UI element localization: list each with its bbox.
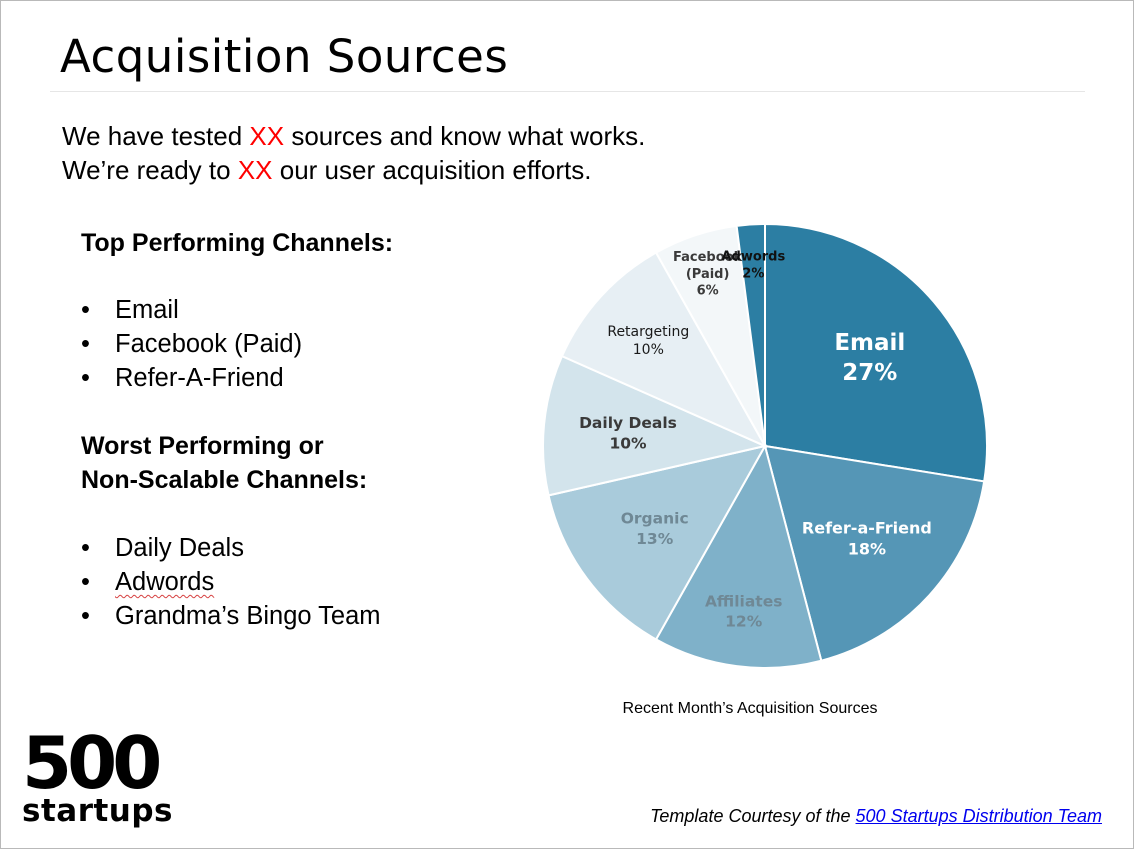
list-item: • Refer-A-Friend <box>81 361 302 395</box>
pie-label-email: Email 27% <box>834 330 905 386</box>
intro-line-2-after: our user acquisition efforts. <box>272 155 592 185</box>
pie-label-adwords: Adwords 2% <box>721 249 785 281</box>
intro-line-1-highlight: XX <box>249 121 285 151</box>
pie-slice-affiliates <box>654 443 823 669</box>
pie-caption: Recent Month’s Acquisition Sources <box>622 700 878 717</box>
template-credit: Template Courtesy of the 500 Startups Di… <box>650 806 1102 827</box>
pie-slice-daily-deals <box>542 354 769 497</box>
list-item-label: Email <box>115 296 179 324</box>
list-item-label: Facebook (Paid) <box>115 330 303 358</box>
intro-line-2-highlight: XX <box>237 155 273 185</box>
pie-slice-adwords <box>735 222 766 447</box>
worst-channels-heading: Worst Performing or Non-Scalable Channel… <box>81 429 367 497</box>
bullet-icon: • <box>81 534 90 562</box>
top-channels-list: • Email • Facebook (Paid) • Refer-A-Friend <box>81 293 302 395</box>
intro-line-1: We have tested XX sources and know what … <box>62 119 645 153</box>
list-item: • Email <box>81 293 302 327</box>
list-item: • Adwords <box>81 565 381 599</box>
pie-slice-email <box>764 222 988 483</box>
worst-heading-line-1: Worst Performing or <box>81 432 324 460</box>
pie-label-organic: Organic 13% <box>621 510 689 548</box>
list-item-label: Grandma’s Bingo Team <box>115 602 381 630</box>
list-item: • Grandma’s Bingo Team <box>81 599 381 633</box>
list-item: • Daily Deals <box>81 531 381 565</box>
intro-line-2: We’re ready to XX our user acquisition e… <box>62 153 645 187</box>
bullet-icon: • <box>81 568 90 596</box>
pie-label-refer-a-friend: Refer-a-Friend 18% <box>802 519 932 559</box>
credit-text: Template Courtesy of the <box>650 806 856 826</box>
intro-line-2-before: We’re ready to <box>62 155 238 185</box>
intro-text: We have tested XX sources and know what … <box>62 119 645 187</box>
intro-line-1-before: We have tested <box>62 121 250 151</box>
list-item-label: Adwords <box>115 568 215 596</box>
list-item-label: Daily Deals <box>115 534 244 562</box>
pie-slice-refer-a-friend <box>763 444 986 662</box>
slide-title: Acquisition Sources <box>60 30 509 83</box>
bullet-icon: • <box>81 364 90 392</box>
logo-number: 500 <box>22 721 162 805</box>
pie-label-facebook-paid: Facebook (Paid) 6% <box>673 250 743 299</box>
worst-channels-list: • Daily Deals • Adwords • Grandma’s Bingo T… <box>81 531 381 633</box>
acquisition-pie-chart: Email 27% Refer-a-Friend 18% Affiliates 12% Or… <box>542 222 988 669</box>
distribution-team-link[interactable]: 500 Startups Distribution Team <box>855 806 1102 826</box>
pie-label-retargeting: Retargeting 10% <box>607 324 689 358</box>
list-item-label: Refer-A-Friend <box>115 364 284 392</box>
pie-label-affiliates: Affiliates 12% <box>705 592 783 630</box>
pie-slice-organic <box>547 444 767 641</box>
intro-line-1-after: sources and know what works. <box>284 121 646 151</box>
list-item: • Facebook (Paid) <box>81 327 302 361</box>
pie-label-daily-deals: Daily Deals 10% <box>579 414 677 452</box>
logo-word: startups <box>22 793 174 829</box>
500-startups-logo: 500 startups <box>22 721 174 829</box>
bullet-icon: • <box>81 330 90 358</box>
pie-slice-retargeting <box>560 251 768 449</box>
top-channels-heading: Top Performing Channels: <box>81 229 394 257</box>
bullet-icon: • <box>81 296 90 324</box>
title-divider <box>50 91 1085 92</box>
worst-heading-line-2: Non-Scalable Channels: <box>81 466 368 494</box>
bullet-icon: • <box>81 602 90 630</box>
